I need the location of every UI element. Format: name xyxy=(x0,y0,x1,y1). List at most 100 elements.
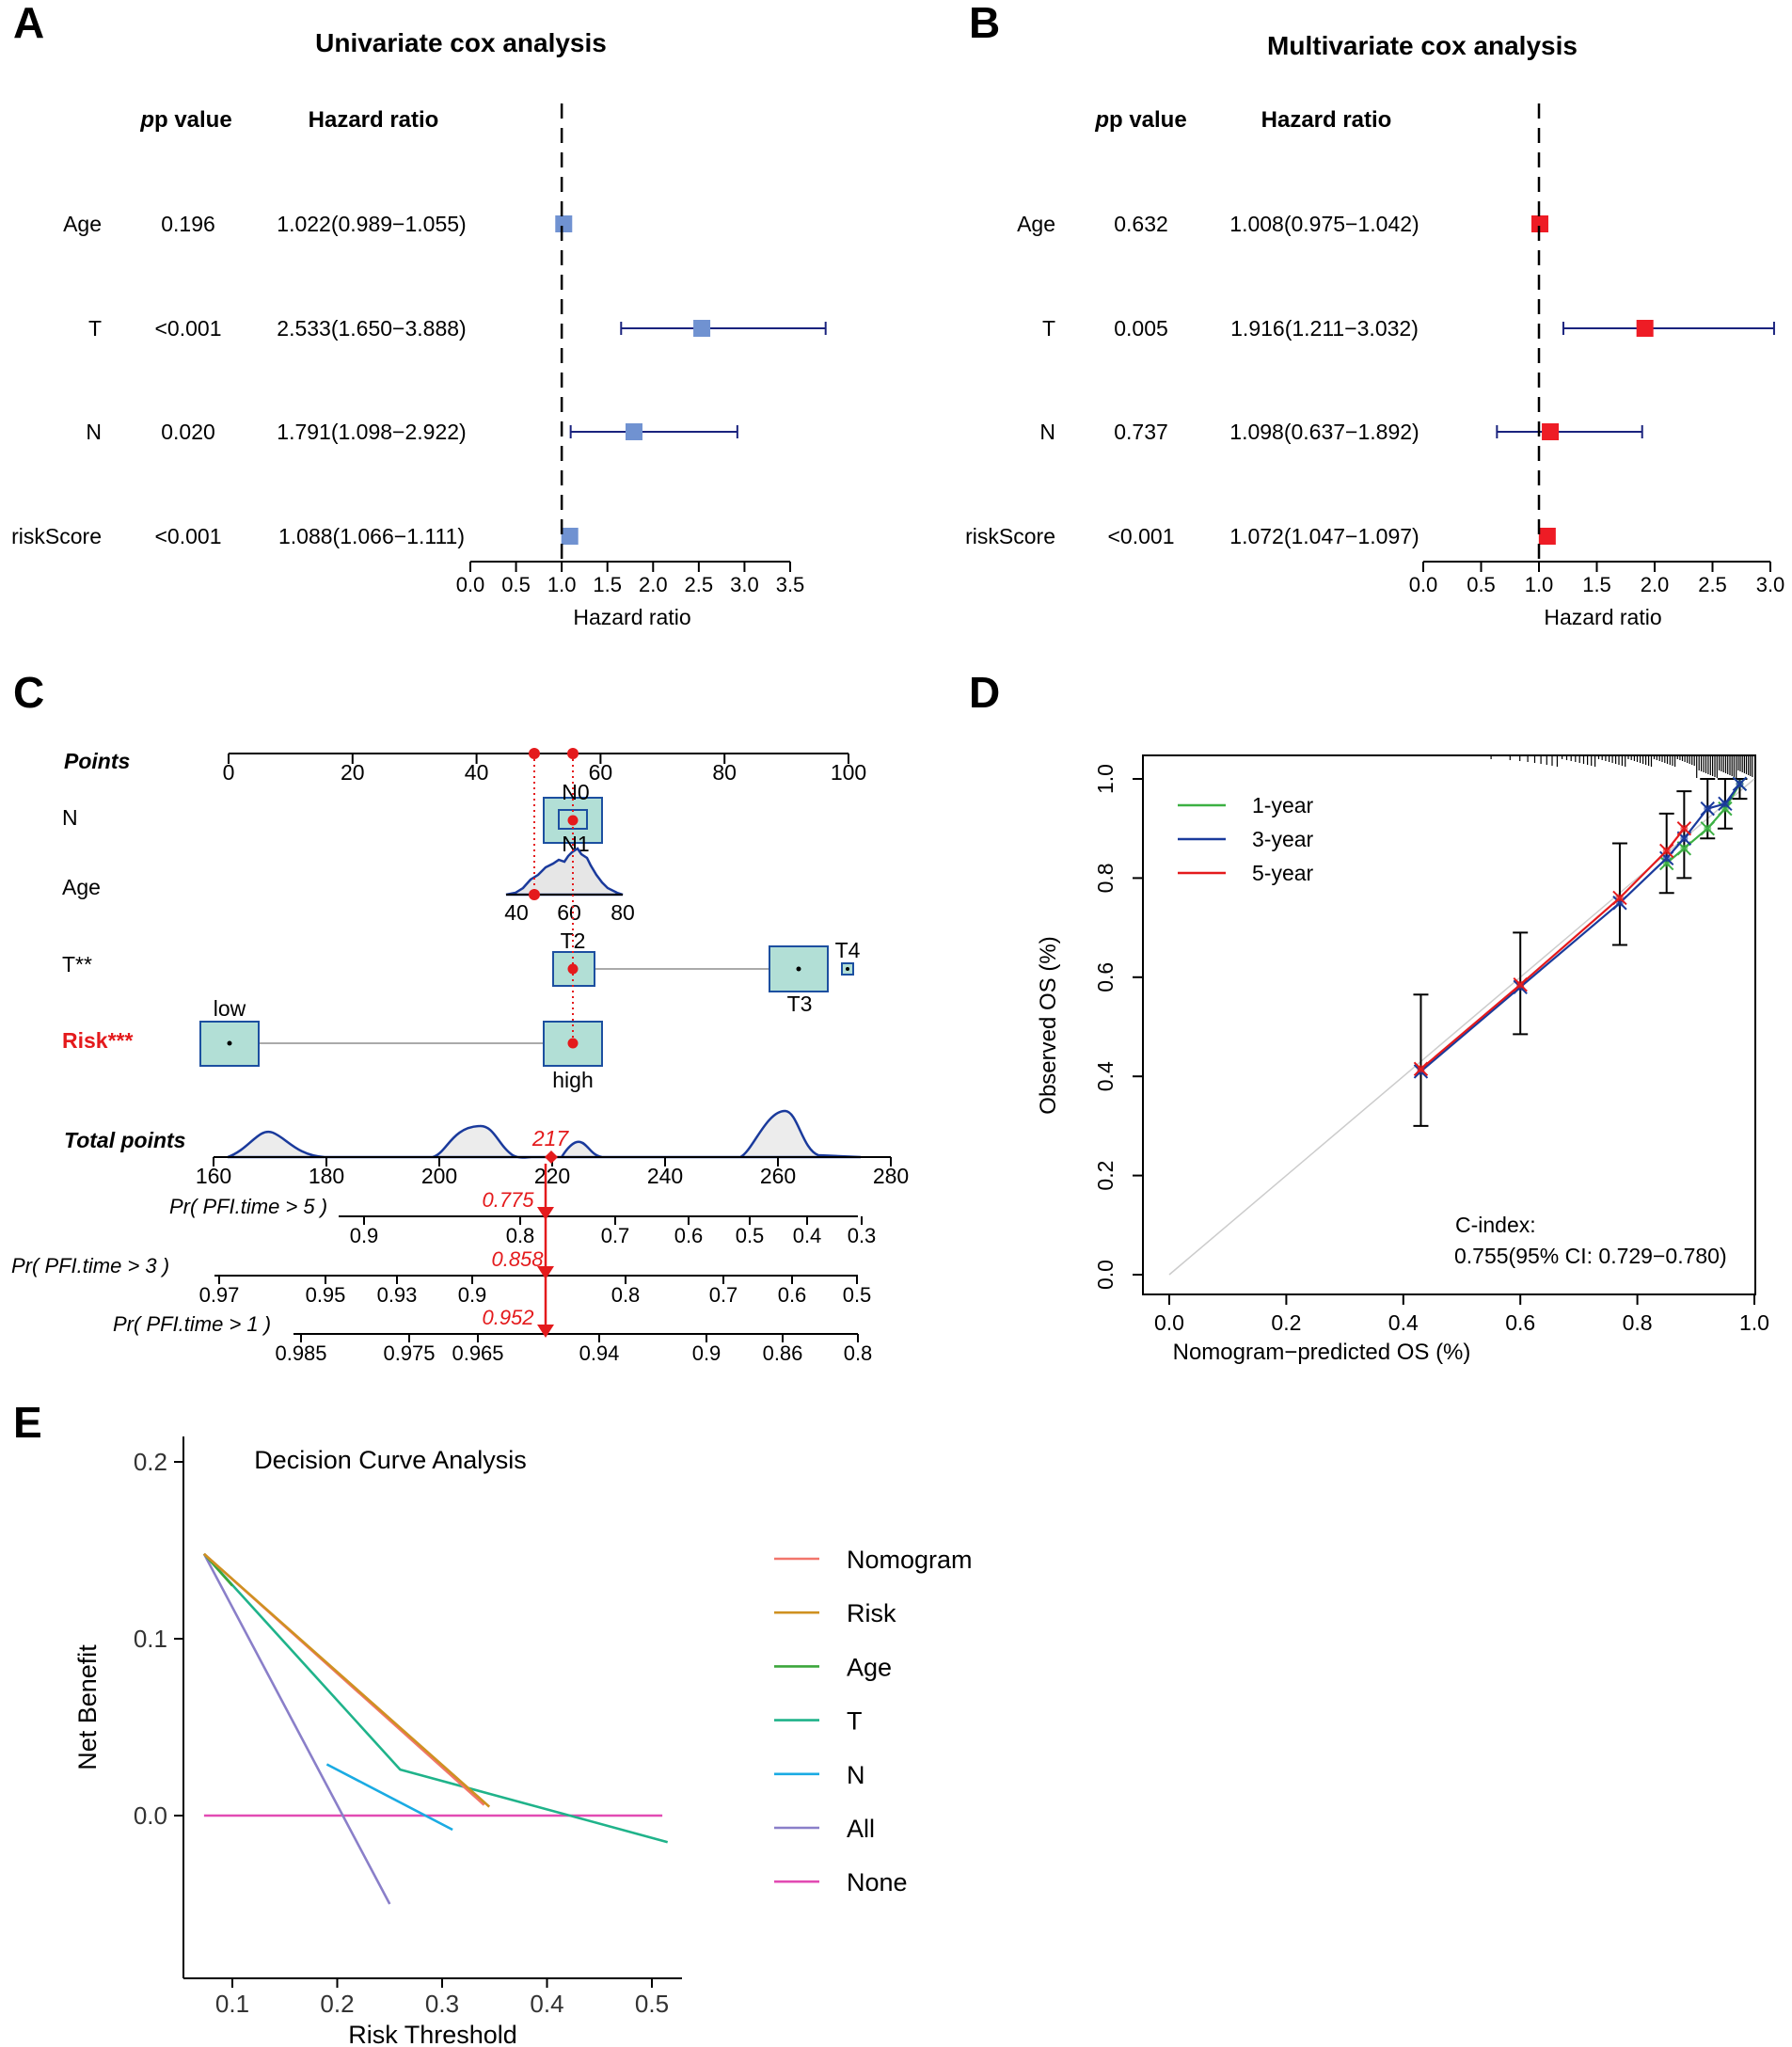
forest-b-title: Multivariate cox analysis xyxy=(1267,31,1578,60)
forest-a-pvalue-age: 0.196 xyxy=(161,212,215,236)
nomo-prob-label-2: Pr( PFI.time > 1 ) xyxy=(113,1312,271,1336)
nomo-prob-tick-label: 0.86 xyxy=(763,1341,803,1365)
nomo-risk-level-high: high xyxy=(552,1068,593,1092)
forest-b-hr-text-age: 1.008(0.975−1.042) xyxy=(1229,212,1419,236)
nomo-prob-arrow-2 xyxy=(537,1325,554,1338)
forest-b-xlabel: Hazard ratio xyxy=(1544,605,1661,629)
forest-plot-multivariate: B Multivariate cox analysis pp value Haz… xyxy=(965,0,1784,629)
forest-a-point-t xyxy=(693,320,711,337)
forest-b-hr-text-n: 1.098(0.637−1.892) xyxy=(1229,420,1419,444)
panel-label-e: E xyxy=(13,1398,42,1447)
calib-x-tick-label: 0.0 xyxy=(1154,1310,1184,1335)
calib-xlabel: Nomogram−predicted OS (%) xyxy=(1173,1340,1471,1365)
dca-ylabel: Net Benefit xyxy=(73,1644,102,1770)
calib-x-tick-label: 0.2 xyxy=(1271,1310,1301,1335)
calib-y-tick-label: 0.4 xyxy=(1093,1061,1118,1091)
calibration-plot: D 0.0 0.0 0.2 0.2 0.4 0.4 0.6 0.6 0.8 0.8 1.0 1.0 1-… xyxy=(969,668,1769,1365)
forest-b-pvalue-t: 0.005 xyxy=(1114,316,1168,341)
calib-ylabel: Observed OS (%) xyxy=(1036,936,1061,1114)
calib-x-tick-label: 0.6 xyxy=(1505,1310,1535,1335)
nomo-prob-value-1: 0.858 xyxy=(491,1247,544,1271)
nomo-total-tick-label: 180 xyxy=(309,1164,344,1188)
nomo-prob-tick-label: 0.8 xyxy=(611,1283,641,1307)
nomo-t-label: T** xyxy=(62,952,92,976)
nomo-prob-value-2: 0.952 xyxy=(482,1306,533,1329)
nomo-points-tick-label: 20 xyxy=(341,760,365,785)
forest-b-hr-header: Hazard ratio xyxy=(1261,107,1392,133)
forest-a-x-tick-label: 3.0 xyxy=(730,573,759,596)
dca-xlabel: Risk Threshold xyxy=(348,2021,517,2047)
forest-b-x-tick-label: 0.0 xyxy=(1409,573,1438,596)
forest-a-pvalue-header: pp value xyxy=(139,107,231,133)
forest-a-row-label-n: N xyxy=(86,420,102,444)
dca-y-tick-label: 0.2 xyxy=(134,1448,167,1476)
forest-a-x-tick-label: 0.0 xyxy=(456,573,485,596)
calib-y-tick-label: 0.8 xyxy=(1093,863,1118,893)
calib-rug xyxy=(1490,755,1753,778)
calib-series-dot-3-year xyxy=(1704,804,1712,813)
forest-b-x-tick-label: 3.0 xyxy=(1756,573,1785,596)
nomo-risk-box-high xyxy=(543,1021,603,1067)
nomo-prob-arrow-0 xyxy=(537,1207,554,1220)
nomo-t-level-t3: T3 xyxy=(787,992,813,1016)
forest-b-point-t xyxy=(1636,320,1654,337)
nomo-n-point xyxy=(567,815,579,826)
nomo-total-tick-label: 220 xyxy=(534,1164,570,1188)
calib-y-tick-label: 1.0 xyxy=(1093,764,1118,794)
calib-x-tick-label: 0.4 xyxy=(1388,1310,1419,1335)
nomo-prob-tick-label: 0.7 xyxy=(709,1283,738,1307)
nomo-n-label: N xyxy=(62,805,78,830)
dca-line-n xyxy=(325,1763,453,1832)
nomo-total-value: 217 xyxy=(531,1126,570,1150)
nomo-age-density xyxy=(505,847,624,897)
forest-a-point-n xyxy=(625,423,642,440)
calib-y-tick-label: 0.0 xyxy=(1093,1260,1118,1290)
forest-b-hr-text-riskscore: 1.072(1.047−1.097) xyxy=(1229,524,1419,548)
nomo-age-tick-60: 60 xyxy=(557,900,581,925)
forest-a-pvalue-t: <0.001 xyxy=(155,316,222,341)
dca-legend-label-nomogram: Nomogram xyxy=(847,1546,973,1574)
nomo-points-tick-label: 60 xyxy=(589,760,613,785)
forest-a-hr-text-age: 1.022(0.989−1.055) xyxy=(277,212,466,236)
forest-a-x-tick-label: 0.5 xyxy=(501,573,531,596)
forest-a-point-age xyxy=(555,215,573,232)
calib-series-dot-5-year xyxy=(1417,1065,1425,1073)
nomo-age-point xyxy=(529,889,540,900)
nomo-t-t4-dot xyxy=(846,967,849,971)
nomo-prob-tick-label: 0.985 xyxy=(275,1341,326,1365)
forest-a-title: Univariate cox analysis xyxy=(315,28,607,57)
dca-x-tick-label: 0.4 xyxy=(530,1990,563,2018)
nomo-prob-tick-label: 0.3 xyxy=(848,1224,877,1247)
nomo-prob-value-0: 0.775 xyxy=(482,1188,534,1212)
nomo-prob-tick-label: 0.4 xyxy=(793,1224,822,1247)
nomo-prob-tick-label: 0.7 xyxy=(601,1224,630,1247)
forest-a-pvalue-riskscore: <0.001 xyxy=(155,524,222,548)
nomo-n-level-n0: N0 xyxy=(562,780,589,804)
calib-cindex-value: 0.755(95% CI: 0.729−0.780) xyxy=(1454,1244,1727,1268)
calib-series-dot-5-year xyxy=(1680,824,1689,833)
forest-b-pvalue-n: 0.737 xyxy=(1114,420,1168,444)
dca-x-tick-label: 0.5 xyxy=(635,1990,669,2018)
calib-series-dot-3-year xyxy=(1662,854,1671,863)
forest-b-pvalue-riskscore: <0.001 xyxy=(1108,524,1175,548)
forest-b-hr-text-t: 1.916(1.211−3.032) xyxy=(1230,316,1419,341)
calib-plot-frame xyxy=(1142,754,1756,1295)
nomo-prob-tick-label: 0.5 xyxy=(736,1224,765,1247)
nomo-total-tick-label: 200 xyxy=(421,1164,457,1188)
calib-cindex-label: C-index: xyxy=(1455,1213,1536,1237)
nomo-prob-tick-label: 0.975 xyxy=(383,1341,435,1365)
calib-series-dot-5-year xyxy=(1516,980,1525,989)
calib-series-line-5-year xyxy=(1419,828,1686,1071)
forest-a-pvalue-n: 0.020 xyxy=(161,420,215,444)
forest-b-row-label-n: N xyxy=(1039,420,1055,444)
nomo-age-tick-40: 40 xyxy=(504,900,529,925)
nomo-age-label: Age xyxy=(62,875,101,899)
forest-b-row-label-t: T xyxy=(1042,316,1055,341)
nomo-prob-label-1: Pr( PFI.time > 3 ) xyxy=(11,1254,169,1277)
calib-series-dot-5-year xyxy=(1662,847,1671,855)
nomo-total-tick-label: 280 xyxy=(873,1164,909,1188)
dca-x-tick-label: 0.1 xyxy=(215,1990,249,2018)
nomo-total-tick-label: 260 xyxy=(760,1164,796,1188)
forest-b-pvalue-age: 0.632 xyxy=(1114,212,1168,236)
